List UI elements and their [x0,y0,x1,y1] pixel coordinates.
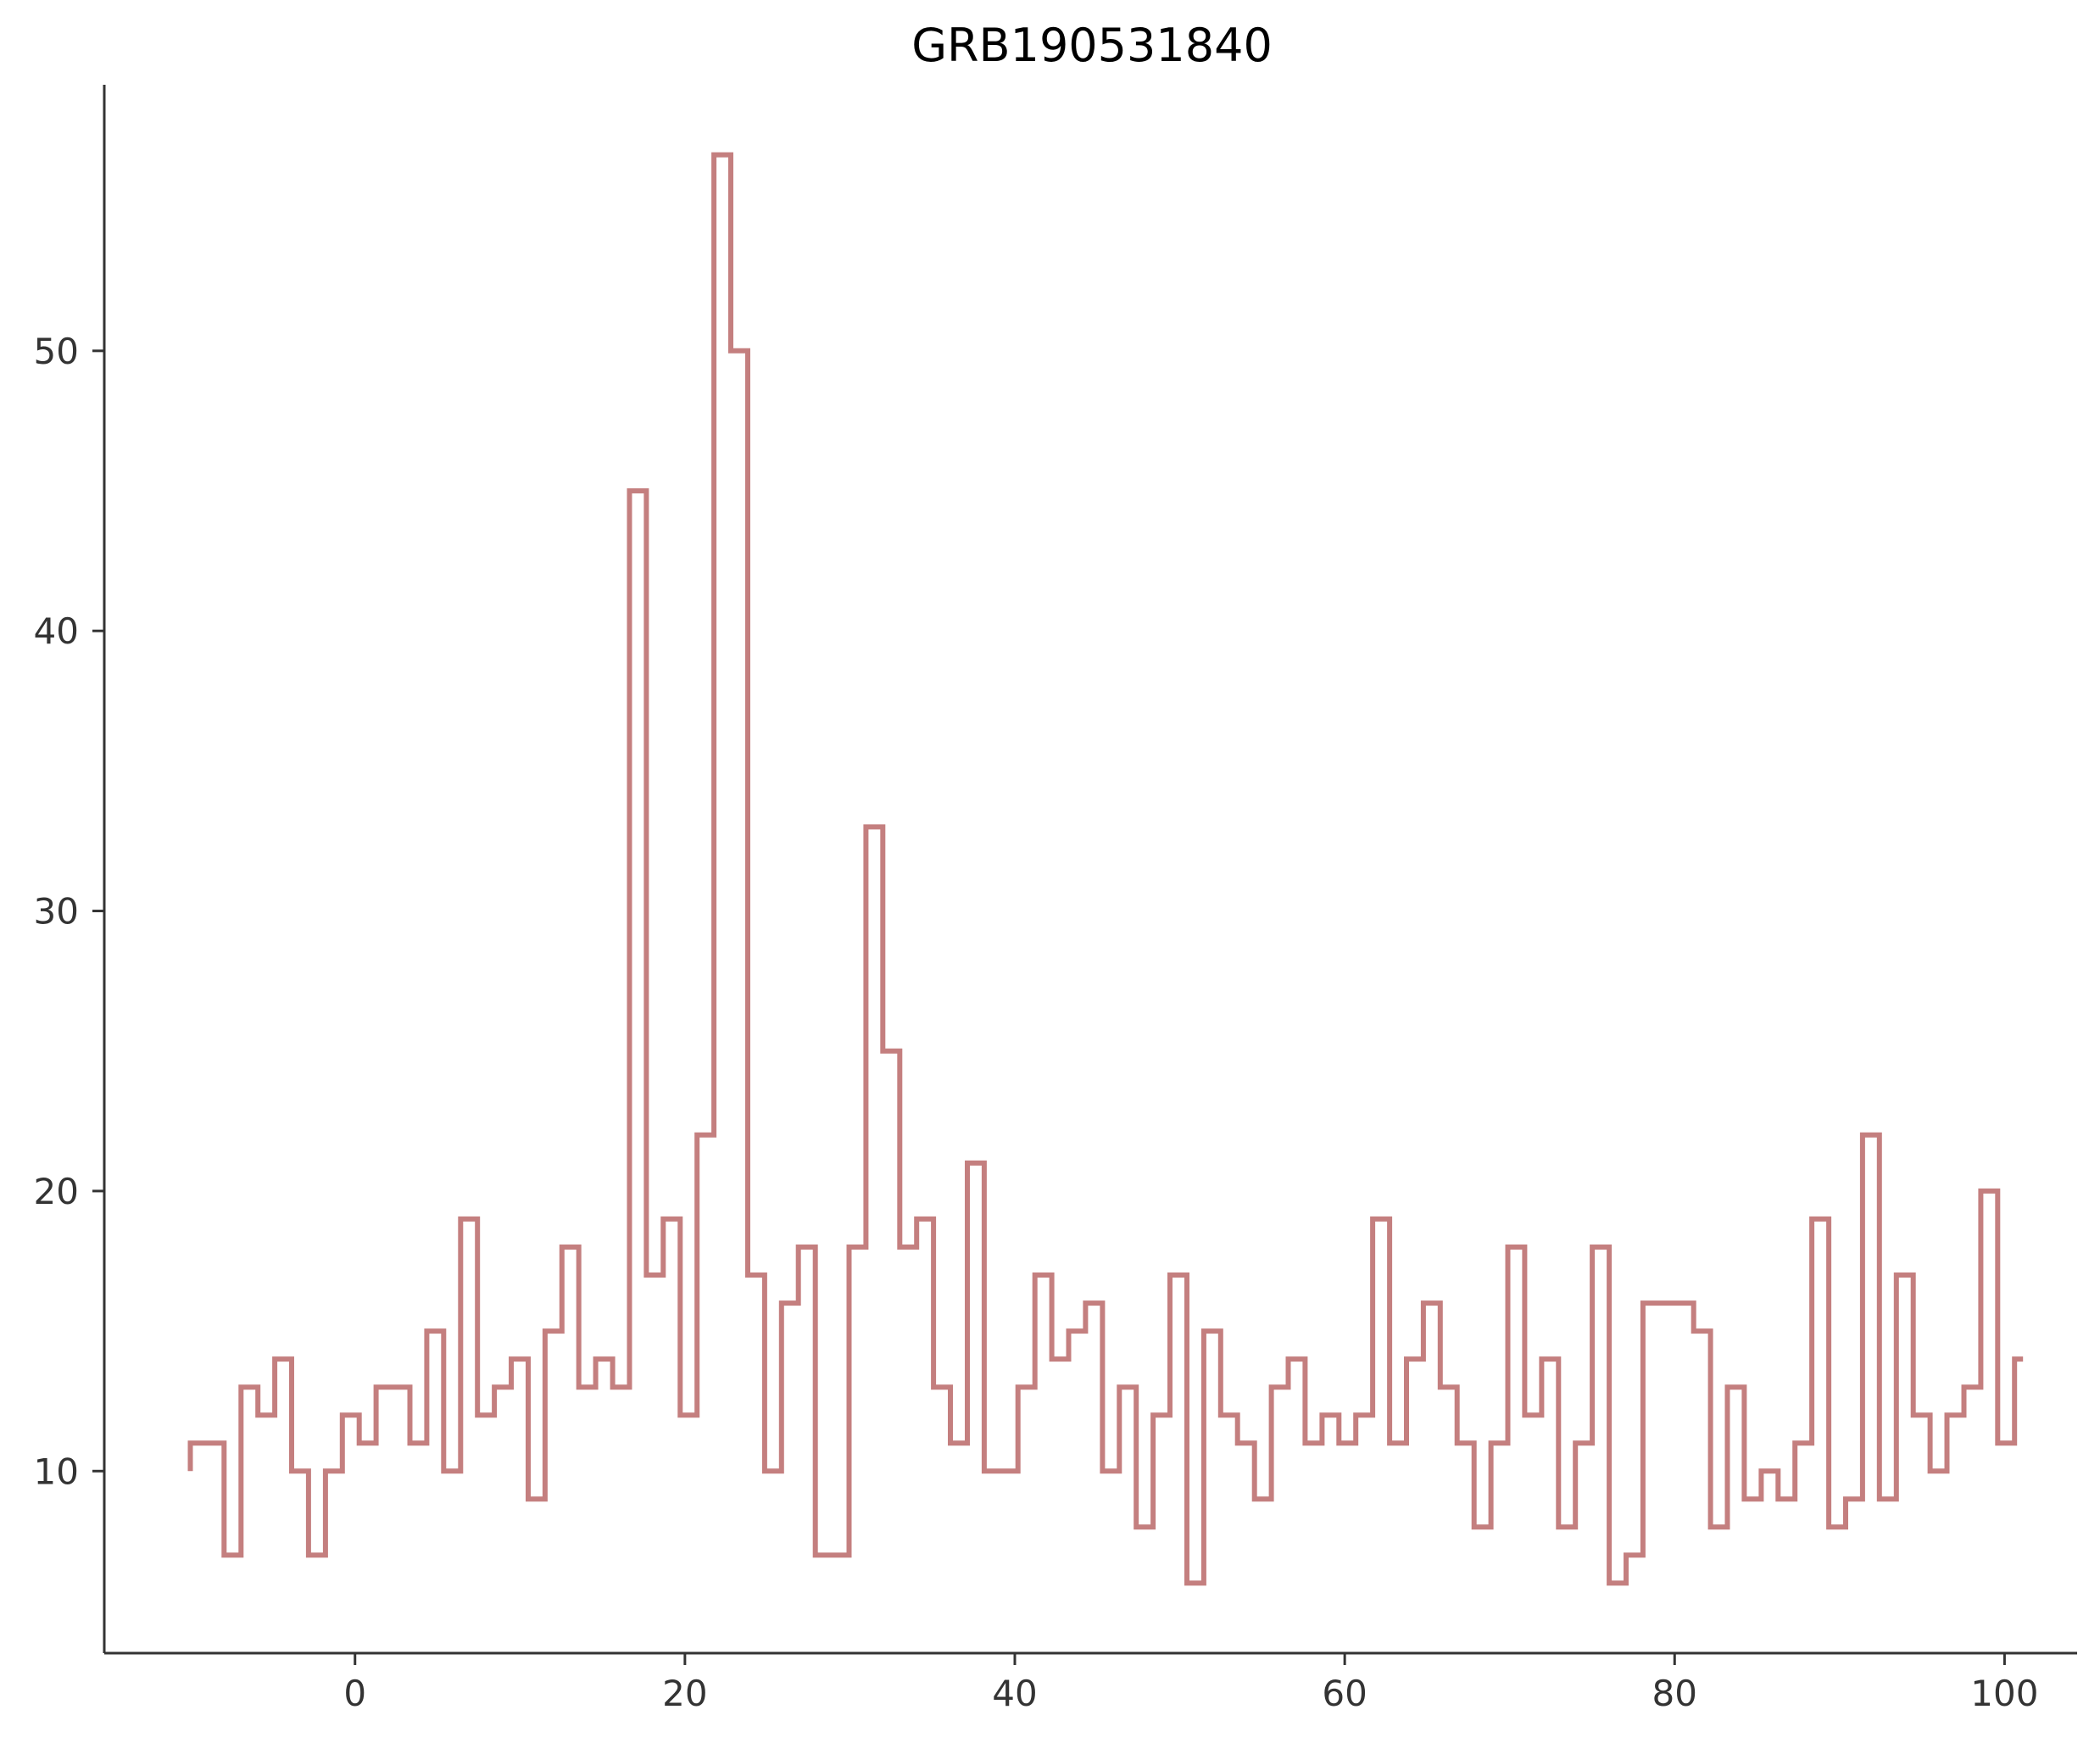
y-tick-label: 30 [34,891,79,933]
x-tick-label: 0 [343,1673,366,1714]
chart-title: GRB190531840 [911,19,1273,72]
light-curve-series [187,152,2024,1586]
y-tick-label: 10 [34,1451,79,1492]
x-tick-label: 60 [1322,1673,1367,1714]
y-tick-label: 50 [34,331,79,372]
plot-area [187,152,2024,1586]
y-tick-label: 40 [34,610,79,652]
x-tick-label: 40 [992,1673,1037,1714]
x-tick-label: 100 [1970,1673,2038,1714]
x-tick-label: 20 [662,1673,707,1714]
axes: 0 20 40 60 80 100 10 20 30 40 50 [34,85,2077,1714]
x-tick-label: 80 [1652,1673,1697,1714]
y-tick-label: 20 [34,1171,79,1212]
